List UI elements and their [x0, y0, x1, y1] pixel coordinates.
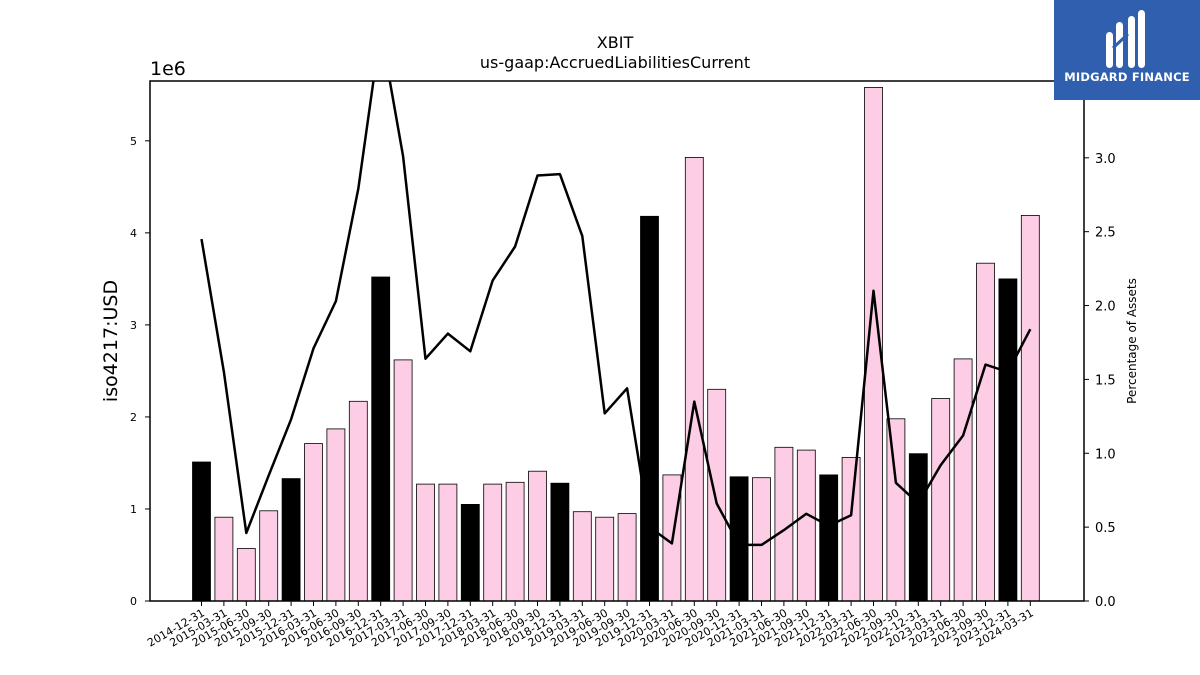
y2-axis-label: Percentage of Assets — [1125, 278, 1139, 404]
y2-tick-label: 1.0 — [1095, 447, 1116, 462]
bar-2024-03-31 — [1020, 214, 1040, 602]
bar-2017-09-30 — [438, 483, 458, 602]
bar-2019-09-30 — [617, 513, 637, 602]
y-axis-label: iso4217:USD — [100, 280, 122, 402]
bar-2015-06-30 — [236, 548, 256, 602]
bar-2015-12-31 — [281, 478, 301, 602]
ticks-group: 0123450.00.51.01.52.02.53.02014-12-31201… — [130, 135, 1116, 650]
y2-tick-label: 3.0 — [1095, 152, 1116, 167]
bar-2017-03-31 — [393, 359, 413, 602]
y-tick-label: 4 — [130, 227, 137, 240]
bar-2023-09-30 — [976, 262, 995, 602]
chart-subtitle: us-gaap:AccruedLiabilitiesCurrent — [480, 53, 750, 72]
line-layer — [200, 81, 1032, 547]
y-tick-label: 2 — [130, 411, 137, 424]
bar-2019-03-31 — [572, 511, 592, 602]
y2-tick-label: 0.0 — [1095, 595, 1116, 610]
bar-2019-06-30 — [595, 516, 615, 602]
bar-2017-12-31 — [460, 503, 480, 602]
bar-2016-12-31 — [371, 276, 391, 602]
bar-2022-12-31 — [908, 453, 928, 602]
percentage-of-assets-line — [200, 81, 1032, 547]
bar-2021-09-30 — [796, 449, 816, 602]
y2-tick-label: 1.5 — [1095, 373, 1116, 388]
bar-2023-12-31 — [998, 278, 1018, 602]
bar-2022-09-30 — [886, 418, 906, 602]
y2-tick-label: 2.0 — [1095, 300, 1116, 315]
bars-group — [192, 87, 1040, 602]
bar-2016-06-30 — [326, 428, 346, 602]
bar-2021-12-31 — [819, 474, 839, 602]
y2-tick-label: 0.5 — [1095, 521, 1116, 536]
bar-2016-09-30 — [348, 400, 368, 602]
bar-2018-09-30 — [528, 470, 547, 602]
bar-2023-06-30 — [953, 358, 973, 602]
y-offset-label: 1e6 — [150, 58, 186, 80]
bar-2015-09-30 — [259, 510, 279, 602]
bar-2020-06-30 — [684, 156, 704, 602]
bar-2017-06-30 — [416, 483, 435, 602]
bar-2019-12-31 — [640, 215, 659, 602]
chart-title: XBIT — [597, 33, 634, 52]
y-tick-label: 3 — [130, 319, 137, 332]
bar-2018-12-31 — [550, 482, 570, 602]
plot-frame — [149, 80, 1085, 602]
bar-2014-12-31 — [192, 461, 211, 602]
y-tick-label: 1 — [130, 503, 137, 516]
bar-2018-06-30 — [505, 481, 525, 602]
midgard-finance-logo: MIDGARD FINANCE — [1054, 0, 1200, 100]
bar-2022-03-31 — [841, 456, 861, 602]
bar-2023-03-31 — [931, 398, 951, 602]
y-tick-label: 0 — [130, 595, 137, 608]
bar-2015-03-31 — [214, 516, 234, 602]
y-tick-label: 5 — [130, 135, 137, 148]
bar-2018-03-31 — [483, 483, 503, 602]
bar-2020-09-30 — [707, 388, 727, 602]
midgard-logo-icon — [1106, 10, 1145, 68]
y2-tick-label: 2.5 — [1095, 226, 1116, 241]
bar-2020-12-31 — [729, 476, 749, 602]
logo-text: MIDGARD FINANCE — [1064, 70, 1190, 84]
bar-2016-03-31 — [304, 443, 323, 602]
